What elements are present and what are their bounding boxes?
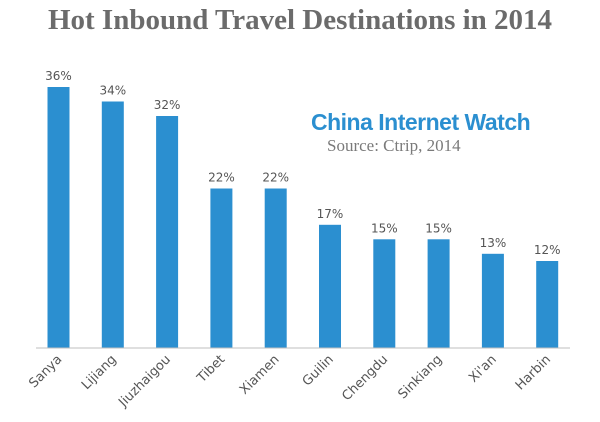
bar-chengdu [373,239,396,349]
value-label: 17% [317,207,344,221]
bar-xiamen [264,188,287,348]
bar-guilin [319,224,341,349]
watermark-text: China Internet Watch [311,109,531,135]
bars-layer [47,87,559,349]
bar-xi-an [481,253,504,349]
x-tick-label: Harbin [513,352,554,393]
bar-harbin [536,261,559,348]
value-labels-layer: 36% 34% 32% 22% 22% 17% 15% 15% 13% 12% [45,69,560,257]
x-tick-label: Sinkiang [395,352,445,402]
source-note: Source: Ctrip, 2014 [327,136,461,155]
value-label: 12% [534,243,561,257]
bar-sanya [47,87,70,348]
x-tick-label: Chengdu [339,352,391,404]
bar-jiuzhaigou [156,116,179,348]
value-label: 15% [371,221,398,235]
x-tick-label: Lijiang [79,352,120,393]
value-label: 36% [45,69,72,83]
value-label: 34% [99,84,126,98]
x-tick-label: Jiuzhaigou [115,352,174,411]
x-tick-label: Xi'an [466,352,499,385]
value-label: 32% [154,98,181,112]
value-label: 22% [208,171,235,185]
value-label: 22% [262,171,289,185]
chart-title: Hot Inbound Travel Destinations in 2014 [47,4,553,36]
bar-tibet [210,188,233,348]
x-tick-label: Guilin [300,352,337,389]
bar-sinkiang [427,239,450,349]
x-tick-label: Tibet [194,352,228,386]
x-tick-label: Sanya [26,352,65,391]
value-label: 15% [425,221,452,235]
value-label: 13% [480,236,507,250]
x-tick-label: Xiamen [237,352,283,398]
bar-lijiang [101,101,124,348]
